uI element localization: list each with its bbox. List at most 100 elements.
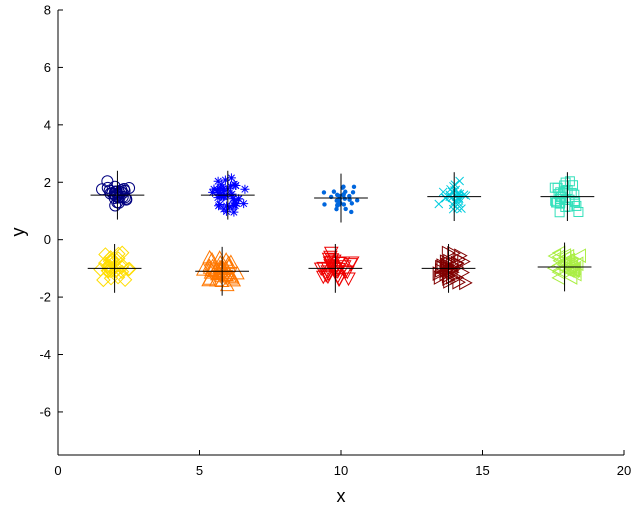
data-point — [452, 274, 466, 290]
data-point — [572, 248, 586, 264]
data-point — [227, 189, 237, 199]
data-point — [114, 259, 130, 275]
data-point — [343, 189, 348, 194]
cluster-star — [208, 173, 250, 217]
y-tick-label: -4 — [39, 347, 51, 362]
data-point — [212, 254, 228, 269]
data-point — [229, 200, 239, 210]
x-axis-label: x — [337, 486, 346, 506]
data-point — [218, 260, 234, 274]
y-tick-label: 4 — [44, 117, 51, 132]
data-point — [343, 206, 348, 212]
data-point — [216, 261, 232, 275]
y-tick-label: -2 — [39, 290, 51, 305]
data-point — [344, 256, 360, 270]
x-tick-label: 5 — [196, 463, 203, 478]
x-tick-label: 10 — [334, 463, 348, 478]
data-point — [350, 190, 356, 195]
cluster-x — [434, 176, 471, 214]
data-point — [213, 185, 223, 195]
data-point — [438, 187, 448, 197]
data-point — [117, 272, 133, 288]
data-point — [342, 196, 347, 201]
data-point — [208, 187, 218, 197]
cluster-triangle-left — [546, 245, 586, 286]
x-tick-label: 15 — [475, 463, 489, 478]
data-point — [573, 207, 584, 218]
data-point — [351, 184, 357, 190]
cluster-triangle-down — [313, 246, 360, 287]
y-tick-label: 8 — [44, 3, 51, 18]
data-point — [453, 204, 462, 213]
data-point — [108, 259, 124, 275]
data-point — [231, 181, 241, 191]
data-point — [224, 269, 240, 283]
data-point — [457, 204, 466, 213]
data-point — [218, 252, 234, 266]
data-point — [195, 262, 211, 276]
data-point — [212, 259, 228, 274]
data-point — [215, 189, 225, 199]
data-point — [209, 184, 219, 194]
data-point — [219, 277, 235, 292]
data-point — [212, 250, 228, 264]
data-point — [327, 262, 342, 277]
data-point — [433, 270, 448, 285]
data-point — [321, 252, 337, 267]
data-point — [436, 259, 451, 275]
data-point — [213, 176, 223, 186]
data-point — [228, 194, 238, 204]
data-point — [563, 270, 578, 285]
data-point — [318, 269, 334, 283]
cluster-crosshairs — [87, 170, 595, 296]
data-point — [109, 185, 122, 198]
data-point — [554, 207, 565, 218]
data-point — [216, 180, 226, 190]
data-point — [567, 260, 582, 276]
cluster-circle — [96, 175, 136, 212]
data-point — [341, 272, 356, 287]
data-point — [457, 254, 471, 269]
x-tick-label: 0 — [54, 463, 61, 478]
data-point — [459, 275, 473, 291]
data-point — [229, 207, 239, 217]
data-point — [349, 201, 355, 206]
data-point — [331, 189, 337, 194]
data-point — [447, 246, 461, 261]
data-point — [349, 209, 354, 215]
data-point — [459, 190, 469, 200]
data-point — [335, 192, 340, 198]
data-point — [225, 202, 235, 212]
data-point — [222, 201, 232, 211]
data-point — [122, 261, 137, 277]
data-point — [565, 263, 580, 279]
data-point — [93, 262, 108, 277]
data-point — [240, 184, 250, 194]
data-point — [547, 248, 562, 264]
data-point — [347, 193, 352, 199]
data-point — [234, 194, 244, 204]
data-point — [354, 198, 360, 203]
data-point — [446, 264, 460, 280]
data-point — [560, 248, 575, 264]
data-point — [232, 199, 242, 209]
data-point — [334, 206, 339, 212]
data-clusters — [93, 173, 586, 292]
data-point — [461, 191, 471, 201]
data-point — [336, 260, 352, 274]
y-tick-label: 2 — [44, 175, 51, 190]
x-tick-label: 20 — [617, 463, 631, 478]
data-point — [219, 191, 229, 201]
data-point — [321, 190, 327, 195]
data-point — [208, 272, 224, 287]
y-tick-label: 0 — [44, 232, 51, 247]
data-point — [560, 177, 571, 188]
data-point — [215, 199, 225, 209]
data-point — [560, 186, 571, 197]
data-point — [239, 199, 249, 209]
data-point — [207, 263, 223, 278]
y-tick-label: -6 — [39, 404, 51, 419]
data-point — [123, 182, 136, 195]
data-point — [322, 202, 327, 207]
